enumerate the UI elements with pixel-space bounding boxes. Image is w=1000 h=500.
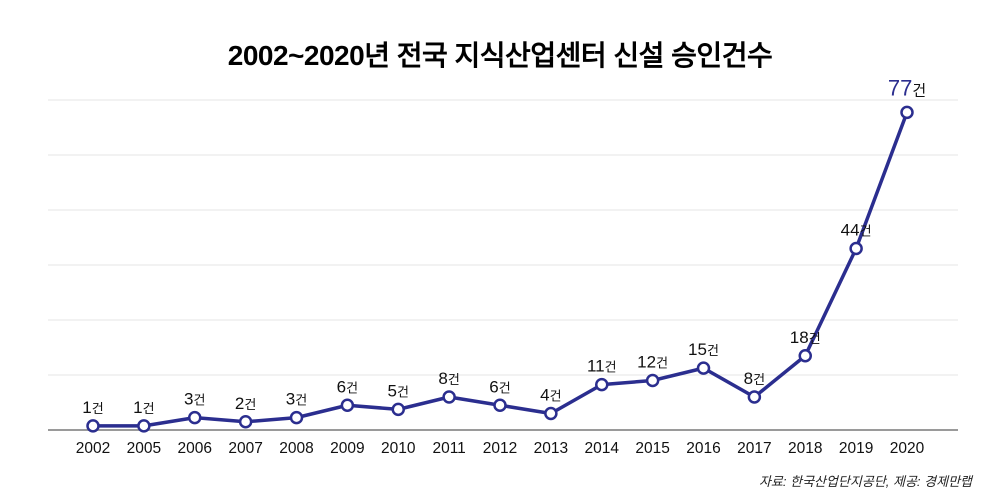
x-axis-tick-label: 2013 (534, 440, 568, 457)
x-axis-tick-label: 2005 (127, 440, 161, 457)
data-point-label: 15건 (688, 340, 719, 359)
x-axis-tick-label: 2008 (279, 440, 313, 457)
data-point-label: 3건 (184, 390, 205, 409)
data-point-marker (137, 419, 151, 433)
x-axis-tick-label: 2016 (686, 440, 720, 457)
data-point-label: 11건 (587, 357, 617, 376)
x-axis-tick-label: 2015 (635, 440, 669, 457)
data-point-marker (544, 406, 558, 421)
data-point-label: 2건 (235, 394, 256, 413)
x-axis-tick-label: 2011 (432, 440, 465, 457)
data-point-label: 6건 (337, 377, 358, 396)
x-axis-tick-label: 2020 (890, 440, 925, 457)
data-point-label: 12건 (637, 353, 668, 372)
data-point-label: 6건 (489, 377, 510, 396)
x-axis-tick-label: 2009 (330, 440, 364, 457)
chart-title: 2002~2020년 전국 지식산업센터 신설 승인건수 (227, 40, 773, 71)
x-axis-tick-label: 2007 (228, 440, 262, 457)
data-point-marker (442, 390, 456, 404)
x-axis-tick-label: 2017 (737, 440, 771, 457)
data-point-marker (696, 361, 711, 375)
data-point-marker (391, 402, 405, 417)
data-point-label: 4건 (540, 386, 561, 405)
x-axis-tick-label: 2014 (585, 440, 620, 457)
x-axis-tick-label: 2019 (839, 440, 873, 457)
data-point-marker (289, 410, 304, 425)
data-point-label: 18건 (790, 328, 821, 347)
data-point-marker (849, 241, 863, 256)
data-point-label: 8건 (744, 369, 765, 388)
data-point-label: 44건 (841, 221, 872, 240)
data-point-marker (747, 390, 762, 404)
data-point-marker (595, 377, 609, 392)
x-axis-tick-label: 2018 (788, 440, 822, 457)
data-point-label: 1건 (82, 398, 103, 417)
data-point-marker (493, 398, 507, 412)
data-point-marker (86, 419, 100, 433)
data-point-label: 5건 (388, 381, 409, 400)
source-note: 자료: 한국산업단지공단, 제공: 경제만랩 (758, 474, 972, 489)
data-point-label: 77건 (888, 75, 926, 100)
data-point-label: 3건 (286, 390, 307, 409)
x-axis-tick-label: 2010 (381, 440, 416, 457)
data-point-marker (340, 398, 355, 412)
data-point-marker (645, 373, 660, 388)
x-axis-tick-label: 2006 (178, 440, 212, 457)
data-point-marker (900, 105, 914, 120)
x-axis-tick-label: 2002 (76, 440, 110, 457)
x-axis-tick-label: 2012 (483, 440, 517, 457)
trend-line (91, 110, 909, 428)
data-point-marker (238, 415, 253, 429)
data-point-label: 1건 (133, 398, 154, 417)
data-point-marker (798, 349, 812, 363)
data-point-marker (188, 410, 202, 425)
data-point-label: 8건 (438, 369, 459, 388)
